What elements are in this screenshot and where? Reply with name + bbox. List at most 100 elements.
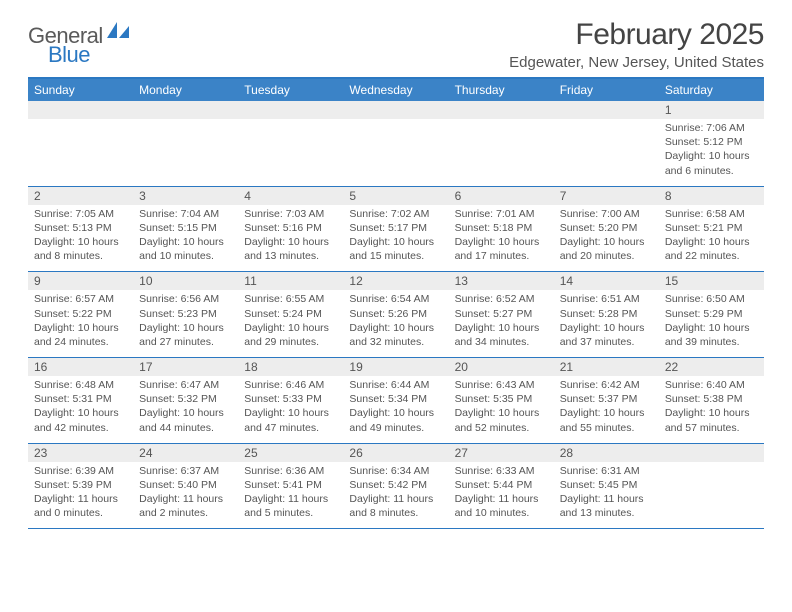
daylight-text: Daylight: 10 hours and 29 minutes. <box>244 321 337 349</box>
daylight-text: Daylight: 10 hours and 15 minutes. <box>349 235 442 263</box>
day-number: 1 <box>659 101 764 119</box>
day-number: 10 <box>133 272 238 290</box>
day-cell: Sunrise: 6:46 AMSunset: 5:33 PMDaylight:… <box>238 376 343 443</box>
day-number: 20 <box>449 358 554 376</box>
sunrise-text: Sunrise: 6:31 AM <box>560 464 653 478</box>
daylight-text: Daylight: 10 hours and 52 minutes. <box>455 406 548 434</box>
day-number-row: 232425262728 <box>28 444 764 462</box>
daylight-text: Daylight: 10 hours and 27 minutes. <box>139 321 232 349</box>
day-cell: Sunrise: 6:36 AMSunset: 5:41 PMDaylight:… <box>238 462 343 529</box>
day-number-row: 2345678 <box>28 187 764 205</box>
sunrise-text: Sunrise: 6:39 AM <box>34 464 127 478</box>
sunrise-text: Sunrise: 6:43 AM <box>455 378 548 392</box>
logo: General Blue <box>28 18 129 49</box>
sunset-text: Sunset: 5:22 PM <box>34 307 127 321</box>
daylight-text: Daylight: 10 hours and 34 minutes. <box>455 321 548 349</box>
daylight-text: Daylight: 11 hours and 13 minutes. <box>560 492 653 520</box>
day-cell: Sunrise: 6:39 AMSunset: 5:39 PMDaylight:… <box>28 462 133 529</box>
day-number: 7 <box>554 187 659 205</box>
day-cell: Sunrise: 7:01 AMSunset: 5:18 PMDaylight:… <box>449 205 554 272</box>
day-number: 15 <box>659 272 764 290</box>
weekday-header: Tuesday <box>238 79 343 101</box>
sunset-text: Sunset: 5:40 PM <box>139 478 232 492</box>
day-cell: Sunrise: 6:44 AMSunset: 5:34 PMDaylight:… <box>343 376 448 443</box>
weekday-header: Thursday <box>449 79 554 101</box>
day-number: 3 <box>133 187 238 205</box>
day-number: 2 <box>28 187 133 205</box>
sunset-text: Sunset: 5:24 PM <box>244 307 337 321</box>
day-cell: Sunrise: 7:06 AMSunset: 5:12 PMDaylight:… <box>659 119 764 186</box>
day-cell: Sunrise: 6:34 AMSunset: 5:42 PMDaylight:… <box>343 462 448 529</box>
day-number <box>659 444 764 462</box>
sunset-text: Sunset: 5:29 PM <box>665 307 758 321</box>
sunset-text: Sunset: 5:42 PM <box>349 478 442 492</box>
day-cell: Sunrise: 6:50 AMSunset: 5:29 PMDaylight:… <box>659 290 764 357</box>
day-number: 25 <box>238 444 343 462</box>
sunrise-text: Sunrise: 6:42 AM <box>560 378 653 392</box>
day-number <box>133 101 238 119</box>
day-cell: Sunrise: 7:00 AMSunset: 5:20 PMDaylight:… <box>554 205 659 272</box>
sunset-text: Sunset: 5:17 PM <box>349 221 442 235</box>
day-number: 8 <box>659 187 764 205</box>
sunrise-text: Sunrise: 7:06 AM <box>665 121 758 135</box>
sunrise-text: Sunrise: 7:03 AM <box>244 207 337 221</box>
logo-sail-icon <box>107 22 129 43</box>
day-cell <box>554 119 659 186</box>
daylight-text: Daylight: 10 hours and 57 minutes. <box>665 406 758 434</box>
day-content-row: Sunrise: 6:48 AMSunset: 5:31 PMDaylight:… <box>28 376 764 443</box>
sunrise-text: Sunrise: 6:56 AM <box>139 292 232 306</box>
sunrise-text: Sunrise: 6:36 AM <box>244 464 337 478</box>
weekday-header: Saturday <box>659 79 764 101</box>
day-cell: Sunrise: 6:52 AMSunset: 5:27 PMDaylight:… <box>449 290 554 357</box>
logo-text-blue: Blue <box>48 42 90 68</box>
day-cell: Sunrise: 6:55 AMSunset: 5:24 PMDaylight:… <box>238 290 343 357</box>
sunrise-text: Sunrise: 7:05 AM <box>34 207 127 221</box>
weekday-header: Monday <box>133 79 238 101</box>
sunset-text: Sunset: 5:31 PM <box>34 392 127 406</box>
sunset-text: Sunset: 5:32 PM <box>139 392 232 406</box>
sunrise-text: Sunrise: 6:50 AM <box>665 292 758 306</box>
day-cell: Sunrise: 6:33 AMSunset: 5:44 PMDaylight:… <box>449 462 554 529</box>
daylight-text: Daylight: 10 hours and 8 minutes. <box>34 235 127 263</box>
day-number <box>554 101 659 119</box>
sunrise-text: Sunrise: 7:02 AM <box>349 207 442 221</box>
day-cell: Sunrise: 7:05 AMSunset: 5:13 PMDaylight:… <box>28 205 133 272</box>
day-cell: Sunrise: 6:57 AMSunset: 5:22 PMDaylight:… <box>28 290 133 357</box>
sunset-text: Sunset: 5:44 PM <box>455 478 548 492</box>
daylight-text: Daylight: 10 hours and 32 minutes. <box>349 321 442 349</box>
daylight-text: Daylight: 10 hours and 22 minutes. <box>665 235 758 263</box>
sunrise-text: Sunrise: 6:57 AM <box>34 292 127 306</box>
daylight-text: Daylight: 11 hours and 10 minutes. <box>455 492 548 520</box>
sunset-text: Sunset: 5:35 PM <box>455 392 548 406</box>
day-cell: Sunrise: 7:02 AMSunset: 5:17 PMDaylight:… <box>343 205 448 272</box>
day-cell: Sunrise: 6:58 AMSunset: 5:21 PMDaylight:… <box>659 205 764 272</box>
month-title: February 2025 <box>509 18 764 52</box>
day-cell: Sunrise: 6:42 AMSunset: 5:37 PMDaylight:… <box>554 376 659 443</box>
day-cell: Sunrise: 6:40 AMSunset: 5:38 PMDaylight:… <box>659 376 764 443</box>
sunrise-text: Sunrise: 7:04 AM <box>139 207 232 221</box>
sunrise-text: Sunrise: 6:51 AM <box>560 292 653 306</box>
sunrise-text: Sunrise: 6:48 AM <box>34 378 127 392</box>
calendar: Sunday Monday Tuesday Wednesday Thursday… <box>28 77 764 529</box>
sunrise-text: Sunrise: 6:46 AM <box>244 378 337 392</box>
day-number: 12 <box>343 272 448 290</box>
daylight-text: Daylight: 10 hours and 39 minutes. <box>665 321 758 349</box>
daylight-text: Daylight: 10 hours and 47 minutes. <box>244 406 337 434</box>
sunrise-text: Sunrise: 6:54 AM <box>349 292 442 306</box>
day-cell <box>238 119 343 186</box>
day-cell: Sunrise: 6:37 AMSunset: 5:40 PMDaylight:… <box>133 462 238 529</box>
weekday-header: Wednesday <box>343 79 448 101</box>
day-number: 5 <box>343 187 448 205</box>
daylight-text: Daylight: 10 hours and 49 minutes. <box>349 406 442 434</box>
day-cell: Sunrise: 7:04 AMSunset: 5:15 PMDaylight:… <box>133 205 238 272</box>
weekday-header-row: Sunday Monday Tuesday Wednesday Thursday… <box>28 79 764 101</box>
day-number: 16 <box>28 358 133 376</box>
day-number: 13 <box>449 272 554 290</box>
day-number-row: 1 <box>28 101 764 119</box>
weekday-header: Sunday <box>28 79 133 101</box>
sunrise-text: Sunrise: 6:55 AM <box>244 292 337 306</box>
day-number: 9 <box>28 272 133 290</box>
day-number: 21 <box>554 358 659 376</box>
day-cell: Sunrise: 6:51 AMSunset: 5:28 PMDaylight:… <box>554 290 659 357</box>
daylight-text: Daylight: 10 hours and 42 minutes. <box>34 406 127 434</box>
